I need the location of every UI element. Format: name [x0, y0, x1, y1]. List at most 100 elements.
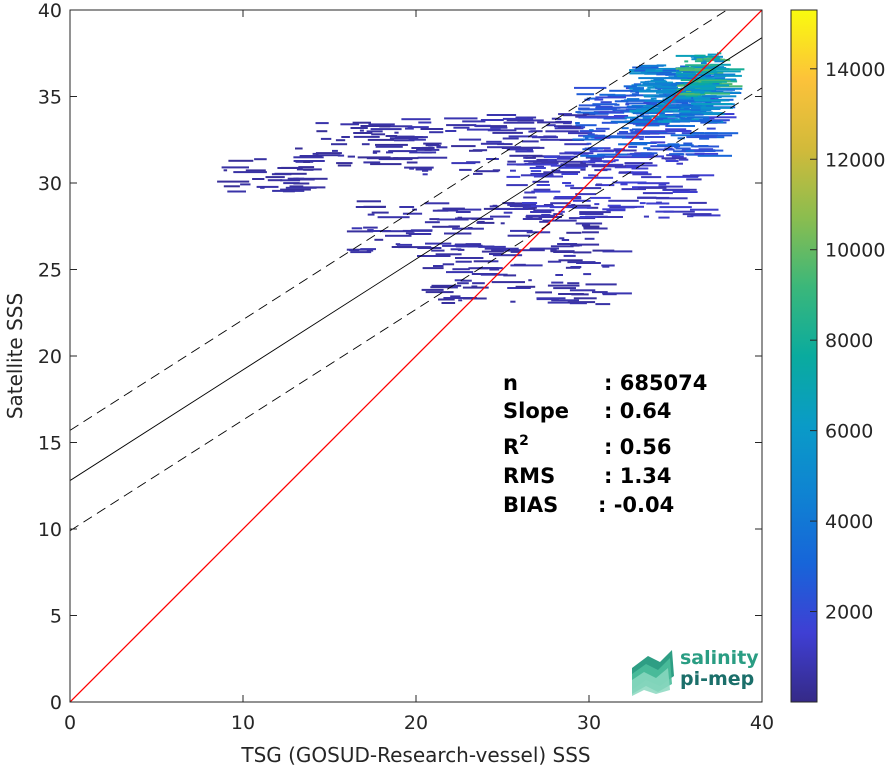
density-segment: [509, 154, 543, 157]
density-segment: [320, 137, 332, 140]
density-segment: [603, 160, 613, 163]
density-segment: [621, 188, 646, 191]
density-segment: [578, 104, 601, 107]
density-segment: [678, 67, 694, 70]
density-segment: [502, 202, 515, 205]
density-segment: [489, 205, 499, 208]
y-tick-label: 30: [38, 173, 62, 195]
density-segment: [621, 127, 629, 130]
density-segment: [663, 210, 695, 213]
density-segment: [277, 167, 283, 169]
density-segment: [565, 184, 575, 187]
x-tick-label: 0: [64, 712, 76, 734]
colorbar-tick-label: 12000: [825, 149, 885, 171]
density-segment: [670, 134, 700, 137]
density-segment: [595, 184, 615, 187]
density-segment: [411, 147, 435, 149]
density-segment: [585, 156, 605, 159]
density-segment: [702, 60, 707, 63]
density-segment: [575, 222, 603, 225]
density-segment: [705, 132, 739, 135]
density-segment: [336, 162, 353, 165]
density-segment: [540, 138, 573, 141]
density-segment: [547, 284, 580, 287]
density-segment: [676, 77, 704, 80]
density-segment: [451, 145, 476, 148]
density-segment: [409, 167, 414, 170]
density-segment: [583, 225, 600, 228]
density-segment: [560, 163, 586, 166]
density-segment: [366, 157, 399, 160]
stat-value: : -0.04: [598, 493, 674, 517]
density-segment: [702, 95, 737, 98]
density-segment: [359, 129, 364, 132]
density-segment: [418, 121, 432, 124]
density-segment: [486, 158, 499, 160]
density-segment: [513, 263, 526, 266]
density-segment: [655, 210, 674, 213]
density-segment: [666, 154, 681, 157]
density-segment: [592, 103, 618, 106]
density-segment: [530, 173, 553, 175]
density-segment: [700, 77, 715, 80]
density-segment: [408, 233, 432, 235]
line-11: [70, 10, 762, 702]
density-segment: [559, 152, 577, 155]
density-segment: [625, 103, 630, 106]
density-segment: [629, 110, 661, 113]
density-segment: [690, 208, 719, 211]
density-segment: [536, 158, 557, 161]
density-segment: [394, 139, 415, 142]
density-segment: [554, 196, 582, 198]
density-segment: [299, 155, 323, 157]
density-segment: [599, 93, 616, 96]
density-segment: [491, 281, 525, 284]
density-segment: [432, 209, 449, 212]
density-segment: [455, 211, 471, 213]
density-segment: [591, 165, 626, 168]
density-segment: [417, 255, 451, 257]
colorbar-ticks: 2000 4000 6000 8000 10000 12000 14000: [810, 59, 885, 624]
x-tick-label: 30: [577, 712, 601, 734]
density-segment: [693, 92, 724, 95]
density-segment: [671, 77, 688, 80]
density-segment: [550, 249, 557, 252]
density-segment: [554, 127, 584, 130]
density-segment: [353, 135, 380, 138]
density-segment: [227, 190, 246, 193]
density-segment: [526, 216, 533, 219]
density-segment: [553, 287, 576, 290]
stat-label-superscript: 2: [519, 433, 529, 449]
density-segment: [367, 213, 375, 216]
stat-label: BIAS: [503, 493, 558, 517]
density-segment: [705, 149, 724, 152]
density-segment: [535, 165, 544, 168]
colorbar-tick-label: 14000: [825, 59, 885, 81]
density-segment: [451, 162, 476, 165]
density-segment: [710, 92, 731, 95]
density-segment: [431, 249, 445, 252]
density-segment: [575, 193, 596, 196]
density-segment: [265, 176, 285, 179]
density-segment: [457, 216, 463, 219]
density-segment: [347, 155, 355, 158]
density-segment: [650, 97, 657, 100]
density-segment: [666, 175, 699, 178]
density-segment: [607, 204, 621, 207]
density-segment: [473, 172, 483, 175]
density-segment: [637, 182, 670, 185]
density-segment: [406, 161, 418, 164]
density-segment: [556, 157, 574, 160]
density-segment: [535, 190, 540, 193]
density-segment: [366, 249, 374, 252]
density-segment: [565, 204, 591, 207]
density-segment: [685, 64, 718, 67]
density-segment: [361, 143, 370, 146]
density-segment: [363, 226, 378, 229]
density-segment: [613, 159, 619, 162]
stat-label: RMS: [503, 464, 555, 488]
density-segment: [573, 251, 592, 254]
density-segment: [563, 122, 572, 125]
density-segment: [583, 273, 592, 276]
